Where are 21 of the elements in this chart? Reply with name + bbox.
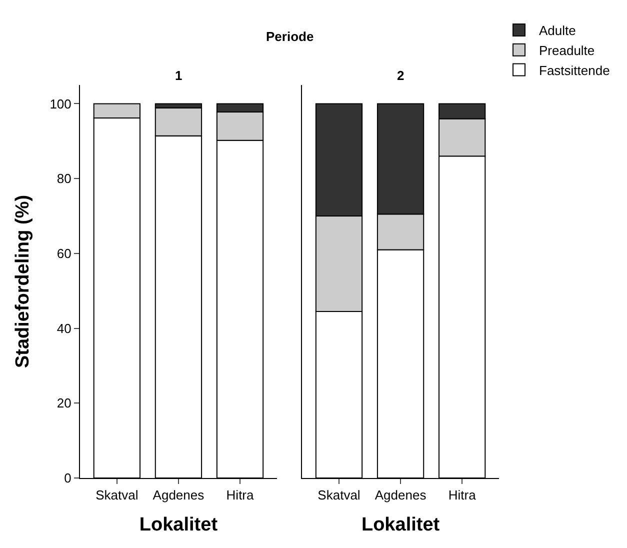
- y-axis-title: Stadiefordeling (%): [12, 194, 34, 368]
- x-tick-label: Hitra: [448, 488, 477, 503]
- x-axis-title: Lokalitet: [361, 514, 440, 536]
- y-tick-label: 80: [56, 171, 72, 186]
- x-tick-label: Hitra: [226, 488, 254, 503]
- legend-label: Fastsittende: [539, 62, 610, 78]
- y-tick-label: 0: [64, 470, 72, 486]
- x-axis-title: Lokalitet: [139, 514, 218, 536]
- legend-title: Periode: [266, 29, 314, 44]
- x-tick-label: Skatval: [96, 488, 138, 503]
- y-tick-label: 20: [56, 396, 72, 411]
- legend-label: Preadulte: [539, 42, 595, 58]
- chart-title: 1: [175, 68, 182, 83]
- legend-label: Adulte: [539, 23, 576, 38]
- y-tick-label: 40: [56, 320, 72, 336]
- chart-title: 2: [397, 68, 404, 83]
- x-tick-label: Agdenes: [374, 488, 427, 503]
- x-tick-label: Skatval: [318, 488, 360, 503]
- y-tick-label: 100: [50, 96, 72, 112]
- y-tick-label: 60: [56, 246, 72, 261]
- x-tick-label: Agdenes: [152, 488, 205, 503]
